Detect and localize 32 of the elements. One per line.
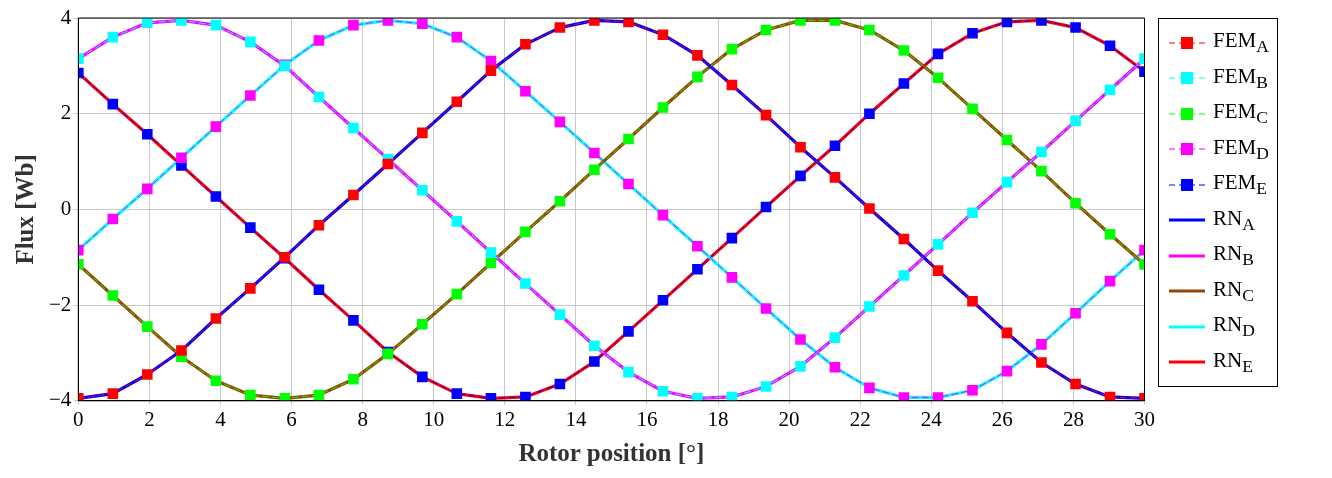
- x-tick-label: 14: [565, 406, 587, 431]
- x-tick-label: 30: [1134, 406, 1155, 431]
- legend-label: RN$_{B}$: [1213, 241, 1254, 271]
- y-tick-label: 2: [60, 100, 72, 125]
- legend-label: RN$_{D}$: [1213, 312, 1255, 342]
- legend-label: FEM$_{C}$: [1213, 99, 1268, 129]
- x-tick-label: 18: [707, 406, 729, 431]
- x-tick-label: 24: [920, 406, 943, 431]
- legend-label: FEM$_{B}$: [1213, 63, 1268, 93]
- y-tick-label: −4: [49, 387, 72, 412]
- legend-label: RN$_{E}$: [1213, 347, 1253, 377]
- x-tick-label: 10: [423, 406, 445, 431]
- x-tick-label: 8: [357, 406, 368, 431]
- x-tick-label: 12: [494, 406, 516, 431]
- legend-label: FEM$_{E}$: [1213, 170, 1267, 200]
- x-axis-title: Rotor position [°]: [518, 439, 705, 467]
- x-tick-label: 2: [144, 406, 155, 431]
- x-tick-label: 6: [286, 406, 297, 431]
- x-tick-label: 4: [215, 406, 227, 431]
- x-tick-label: 26: [991, 406, 1013, 431]
- x-tick-label: 16: [636, 406, 658, 431]
- y-tick-label: 0: [60, 195, 72, 220]
- y-tick-label: 4: [60, 4, 72, 29]
- y-axis-title: Flux [Wb]: [11, 154, 39, 265]
- x-tick-label: 22: [849, 406, 871, 431]
- legend-label: FEM$_{A}$: [1213, 28, 1269, 58]
- x-tick-label: 20: [778, 406, 800, 431]
- legend-label: FEM$_{D}$: [1213, 134, 1269, 164]
- legend-label: RN$_{A}$: [1213, 205, 1255, 235]
- x-tick-label: 28: [1062, 406, 1084, 431]
- legend-label: RN$_{C}$: [1213, 276, 1254, 306]
- y-tick-label: −2: [49, 291, 72, 316]
